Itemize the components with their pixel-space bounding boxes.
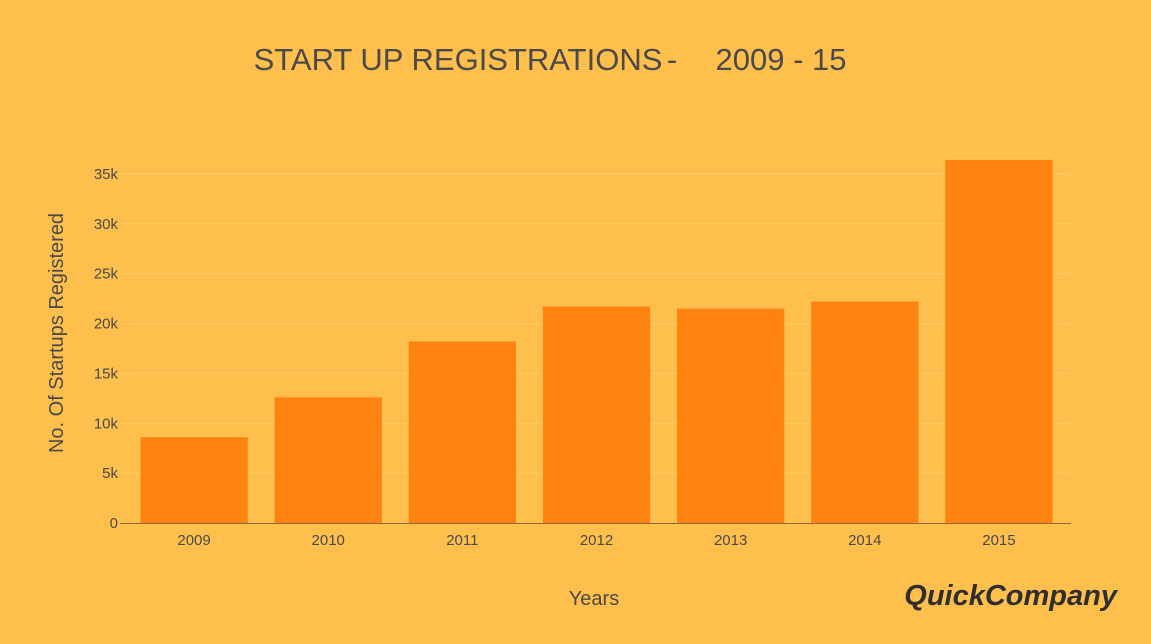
y-tick-label: 0 xyxy=(110,515,118,532)
bar-2011 xyxy=(408,341,517,523)
x-tick-label: 2014 xyxy=(848,532,881,549)
bar-2015 xyxy=(945,159,1053,524)
x-tick-label: 2011 xyxy=(446,532,478,549)
chart-title-separator: - xyxy=(667,42,677,77)
y-tick-label: 5k xyxy=(102,465,118,482)
bars xyxy=(140,159,1053,524)
y-axis-ticks: 0 5k 10k 15k 20k 25k 30k 35k xyxy=(94,166,119,532)
bar-2014 xyxy=(811,301,919,523)
x-axis-ticks: 2009 2010 2011 2012 2013 2014 2015 xyxy=(177,532,1015,549)
x-tick-label: 2013 xyxy=(714,532,747,549)
bar-2013 xyxy=(676,308,785,523)
x-tick-label: 2010 xyxy=(312,532,345,549)
chart-title-main: START UP REGISTRATIONS xyxy=(254,42,663,77)
x-tick-label: 2015 xyxy=(982,532,1015,549)
y-tick-label: 10k xyxy=(94,415,119,432)
y-axis-title: No. Of Startups Registered xyxy=(46,213,68,453)
quickcompany-logo: QuickCompany xyxy=(904,580,1119,612)
y-tick-label: 30k xyxy=(94,216,119,233)
bar-2010 xyxy=(274,397,382,523)
bar-2012 xyxy=(542,306,651,523)
bar-2009 xyxy=(140,437,248,523)
chart-title-range: 2009 - 15 xyxy=(716,42,847,77)
y-tick-label: 25k xyxy=(94,266,119,283)
x-axis-title: Years xyxy=(569,588,619,610)
y-tick-label: 35k xyxy=(94,166,119,183)
x-tick-label: 2012 xyxy=(580,532,613,549)
y-tick-label: 20k xyxy=(94,316,119,333)
y-tick-label: 15k xyxy=(94,365,119,382)
x-tick-label: 2009 xyxy=(177,532,210,549)
